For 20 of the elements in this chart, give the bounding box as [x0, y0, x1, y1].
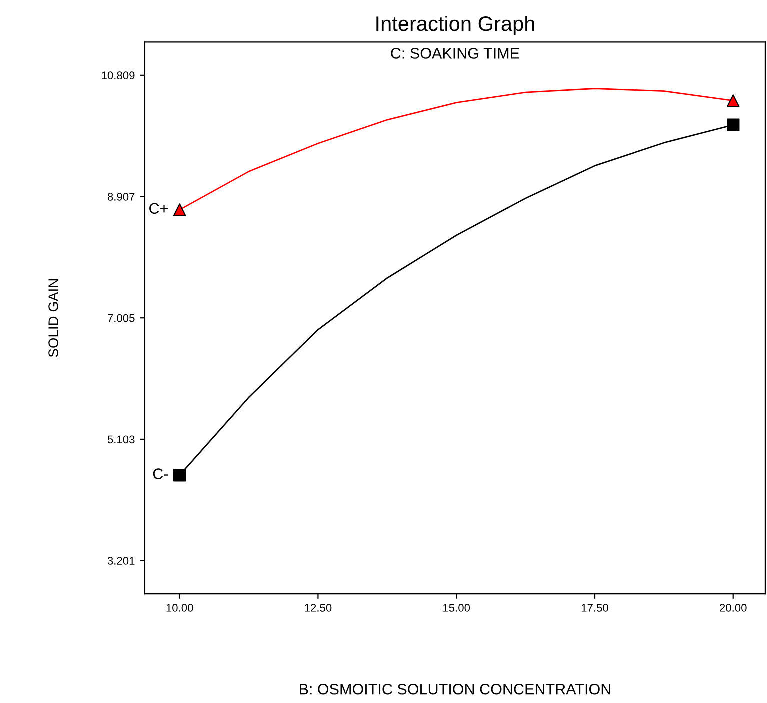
x-tick-label: 20.00	[720, 604, 747, 612]
y-tick-label: 3.201	[108, 557, 135, 565]
x-axis-title: B: OSMOITIC SOLUTION CONCENTRATION	[300, 684, 610, 695]
x-tick-label: 12.50	[305, 604, 332, 612]
y-axis-title: SOLID GAIN	[48, 279, 58, 358]
point	[726, 118, 740, 132]
annotation: C: SOAKING TIME	[391, 48, 520, 59]
x-tick-label: 17.50	[582, 604, 608, 612]
point	[173, 204, 186, 216]
series-label: C-	[153, 468, 168, 480]
y-tick-label: 5.103	[108, 436, 135, 444]
x-tick-label: 15.00	[444, 604, 470, 612]
point	[726, 94, 740, 108]
chart-title: Interaction Graph	[376, 16, 534, 36]
x-tick-label: 10.00	[166, 604, 194, 612]
y-tick-label: 7.005	[108, 314, 135, 322]
y-tick-label: 8.907	[108, 193, 135, 201]
point	[173, 469, 186, 482]
series-label: C+	[150, 203, 168, 214]
y-tick-label: 10.809	[102, 72, 135, 80]
